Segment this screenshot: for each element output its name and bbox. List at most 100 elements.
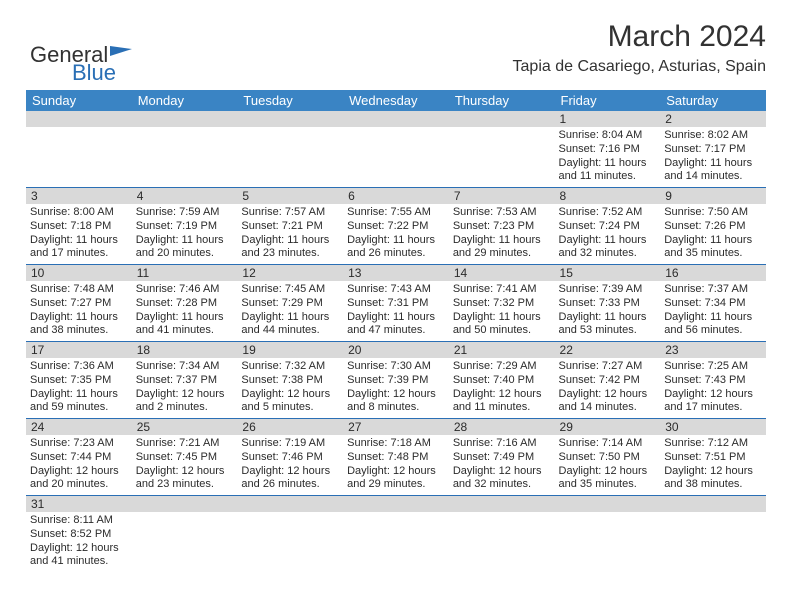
day-cell-line: Daylight: 12 hours [136,465,234,479]
day-cell: Sunrise: 7:16 AMSunset: 7:49 PMDaylight:… [449,435,555,496]
day-cell-line: Sunset: 7:49 PM [453,451,551,465]
day-cell-line: and 47 minutes. [347,324,445,338]
calendar-daynum-row: 3456789 [26,188,766,205]
day-cell-line: Daylight: 12 hours [453,388,551,402]
calendar-content-row: Sunrise: 8:00 AMSunset: 7:18 PMDaylight:… [26,204,766,265]
day-cell-line: Sunrise: 7:39 AM [559,283,657,297]
day-cell-line: Sunrise: 7:25 AM [664,360,762,374]
day-cell-line: Sunset: 7:33 PM [559,297,657,311]
header: March 2024 Tapia de Casariego, Asturias,… [26,20,766,76]
day-cell-line: and 5 minutes. [241,401,339,415]
day-cell [132,512,238,572]
day-cell: Sunrise: 7:23 AMSunset: 7:44 PMDaylight:… [26,435,132,496]
calendar-daynum-row: 31 [26,496,766,513]
calendar-content-row: Sunrise: 7:23 AMSunset: 7:44 PMDaylight:… [26,435,766,496]
day-cell-line: Daylight: 12 hours [453,465,551,479]
day-number: 15 [555,265,661,282]
page-title: March 2024 [26,20,766,54]
day-cell-line: and 11 minutes. [453,401,551,415]
day-number: 6 [343,188,449,205]
day-header: Friday [555,90,661,111]
day-cell-line: Sunrise: 7:18 AM [347,437,445,451]
day-cell-line: Sunset: 7:50 PM [559,451,657,465]
day-number: 10 [26,265,132,282]
day-cell-line: Sunset: 7:29 PM [241,297,339,311]
day-cell: Sunrise: 7:36 AMSunset: 7:35 PMDaylight:… [26,358,132,419]
day-number [449,111,555,127]
day-cell-line: and 26 minutes. [241,478,339,492]
day-cell: Sunrise: 7:14 AMSunset: 7:50 PMDaylight:… [555,435,661,496]
day-cell-line: Sunset: 7:17 PM [664,143,762,157]
day-cell-line: Sunrise: 7:41 AM [453,283,551,297]
day-cell: Sunrise: 7:41 AMSunset: 7:32 PMDaylight:… [449,281,555,342]
day-cell-line: Sunset: 7:46 PM [241,451,339,465]
day-cell-line: Sunset: 7:31 PM [347,297,445,311]
calendar-daynum-row: 17181920212223 [26,342,766,359]
day-number: 20 [343,342,449,359]
calendar-daynum-row: 12 [26,111,766,127]
day-cell-line: Sunset: 7:18 PM [30,220,128,234]
day-number [132,111,238,127]
day-number: 27 [343,419,449,436]
day-number: 17 [26,342,132,359]
day-number [237,496,343,513]
day-cell: Sunrise: 7:34 AMSunset: 7:37 PMDaylight:… [132,358,238,419]
day-cell: Sunrise: 7:55 AMSunset: 7:22 PMDaylight:… [343,204,449,265]
day-number: 26 [237,419,343,436]
day-cell-line: Daylight: 12 hours [347,465,445,479]
day-cell-line: Daylight: 11 hours [30,388,128,402]
day-cell-line: Daylight: 11 hours [241,234,339,248]
day-cell-line: Daylight: 11 hours [136,234,234,248]
day-header: Wednesday [343,90,449,111]
day-cell-line: Daylight: 12 hours [664,465,762,479]
day-cell: Sunrise: 7:21 AMSunset: 7:45 PMDaylight:… [132,435,238,496]
day-cell-line: and 35 minutes. [559,478,657,492]
day-number [555,496,661,513]
day-cell [237,512,343,572]
day-cell-line: Sunset: 8:52 PM [30,528,128,542]
day-cell-line: and 38 minutes. [664,478,762,492]
day-cell: Sunrise: 7:32 AMSunset: 7:38 PMDaylight:… [237,358,343,419]
day-cell-line: Daylight: 12 hours [30,465,128,479]
day-number: 23 [660,342,766,359]
day-cell-line: and 59 minutes. [30,401,128,415]
day-cell-line: and 35 minutes. [664,247,762,261]
day-cell-line: and 23 minutes. [241,247,339,261]
calendar-table: Sunday Monday Tuesday Wednesday Thursday… [26,90,766,572]
day-number: 14 [449,265,555,282]
logo-text-blue-wrap: Blue [72,60,116,86]
calendar-content-row: Sunrise: 7:48 AMSunset: 7:27 PMDaylight:… [26,281,766,342]
day-header: Tuesday [237,90,343,111]
day-cell [343,512,449,572]
day-cell-line: Sunset: 7:16 PM [559,143,657,157]
day-cell-line: Sunset: 7:28 PM [136,297,234,311]
day-cell-line: Daylight: 11 hours [136,311,234,325]
day-cell-line: and 53 minutes. [559,324,657,338]
day-cell-line: Sunset: 7:44 PM [30,451,128,465]
day-cell [132,127,238,188]
day-cell-line: Sunset: 7:43 PM [664,374,762,388]
day-cell-line: Sunrise: 7:52 AM [559,206,657,220]
day-cell: Sunrise: 7:25 AMSunset: 7:43 PMDaylight:… [660,358,766,419]
day-cell-line: Daylight: 11 hours [241,311,339,325]
day-cell [26,127,132,188]
day-cell-line: Sunrise: 7:55 AM [347,206,445,220]
day-cell-line: Sunset: 7:19 PM [136,220,234,234]
day-cell-line: Daylight: 11 hours [347,234,445,248]
day-cell-line: Sunrise: 7:59 AM [136,206,234,220]
calendar-daynum-row: 10111213141516 [26,265,766,282]
day-cell-line: Daylight: 12 hours [30,542,128,556]
day-cell-line: Sunrise: 7:19 AM [241,437,339,451]
day-header: Thursday [449,90,555,111]
day-cell-line: and 14 minutes. [664,170,762,184]
day-number [343,111,449,127]
day-cell-line: Sunset: 7:35 PM [30,374,128,388]
day-number: 9 [660,188,766,205]
day-cell: Sunrise: 7:30 AMSunset: 7:39 PMDaylight:… [343,358,449,419]
calendar-content-row: Sunrise: 8:04 AMSunset: 7:16 PMDaylight:… [26,127,766,188]
day-cell: Sunrise: 7:39 AMSunset: 7:33 PMDaylight:… [555,281,661,342]
day-cell-line: Daylight: 12 hours [559,388,657,402]
day-number: 22 [555,342,661,359]
day-cell: Sunrise: 8:00 AMSunset: 7:18 PMDaylight:… [26,204,132,265]
day-cell-line: Sunrise: 8:04 AM [559,129,657,143]
